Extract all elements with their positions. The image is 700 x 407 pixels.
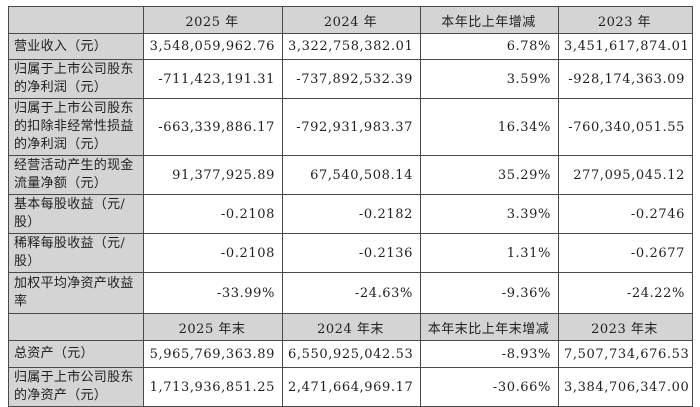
value-cell: 5,965,769,363.89 [143,340,283,368]
value-cell: 3,548,059,962.76 [143,33,283,60]
financial-summary-table: 2025 年 2024 年 本年比上年增减 2023 年 营业收入（元） 3,5… [8,6,693,407]
value-cell: 277,095,045.12 [558,155,693,195]
value-cell: -0.2182 [282,194,421,234]
value-cell: -760,340,051.55 [558,98,693,156]
row-label: 归属于上市公司股东的净利润（元） [8,59,144,99]
value-cell: -33.99% [143,272,283,314]
row-label: 稀释每股收益（元/股） [8,233,144,273]
value-cell: 91,377,925.89 [143,155,283,195]
value-cell: -0.2746 [558,194,693,234]
row-net-profit-excl-nonrecurring: 归属于上市公司股东的扣除非经常性损益的净利润（元） -663,339,886.1… [8,98,693,156]
row-label: 营业收入（元） [8,33,144,60]
value-cell: 2,471,664,969.17 [282,367,421,407]
value-cell: 1.31% [420,233,559,273]
value-cell: 6.78% [420,33,559,60]
value-cell: 35.29% [420,155,559,195]
value-cell: -24.63% [282,272,421,314]
column-header-2023: 2023 年 [558,6,693,34]
value-cell: -0.2136 [282,233,421,273]
value-cell: -928,174,363.09 [558,59,693,99]
value-cell: -737,892,532.39 [282,59,421,99]
corner-cell [8,313,144,341]
value-cell: -0.2108 [143,194,283,234]
value-cell: -711,423,191.31 [143,59,283,99]
row-diluted-eps: 稀释每股收益（元/股） -0.2108 -0.2136 1.31% -0.267… [8,233,693,273]
column-header-2024-end: 2024 年末 [282,313,421,341]
row-label: 加权平均净资产收益率 [8,272,144,314]
row-label: 归属于上市公司股东的净资产（元） [8,367,144,407]
row-weighted-avg-roe: 加权平均净资产收益率 -33.99% -24.63% -9.36% -24.22… [8,272,693,314]
value-cell: -8.93% [420,340,559,368]
value-cell: -30.66% [420,367,559,407]
value-cell: 67,540,508.14 [282,155,421,195]
value-cell: 3.59% [420,59,559,99]
column-header-yearend-change: 本年末比上年末增减 [420,313,559,341]
value-cell: -0.2108 [143,233,283,273]
row-net-profit-attributable: 归属于上市公司股东的净利润（元） -711,423,191.31 -737,89… [8,59,693,99]
value-cell: 1,713,936,851.25 [143,367,283,407]
value-cell: -9.36% [420,272,559,314]
row-label: 总资产（元） [8,340,144,368]
financial-summary: 2025 年 2024 年 本年比上年增减 2023 年 营业收入（元） 3,5… [8,6,693,407]
corner-cell [8,6,144,34]
row-basic-eps: 基本每股收益（元/股） -0.2108 -0.2182 3.39% -0.274… [8,194,693,234]
row-label: 经营活动产生的现金流量净额（元） [8,155,144,195]
value-cell: 3,384,706,347.00 [558,367,693,407]
column-header-2025: 2025 年 [143,6,283,34]
value-cell: 3,451,617,874.01 [558,33,693,60]
value-cell: -24.22% [558,272,693,314]
row-operating-cash-flow: 经营活动产生的现金流量净额（元） 91,377,925.89 67,540,50… [8,155,693,195]
value-cell: 3,322,758,382.01 [282,33,421,60]
value-cell: -0.2677 [558,233,693,273]
value-cell: -663,339,886.17 [143,98,283,156]
value-cell: 3.39% [420,194,559,234]
column-header-2023-end: 2023 年末 [558,313,693,341]
column-header-2024: 2024 年 [282,6,421,34]
row-net-assets-attributable: 归属于上市公司股东的净资产（元） 1,713,936,851.25 2,471,… [8,367,693,407]
value-cell: 7,507,734,676.53 [558,340,693,368]
row-label: 基本每股收益（元/股） [8,194,144,234]
row-total-assets: 总资产（元） 5,965,769,363.89 6,550,925,042.53… [8,340,693,368]
year-end-header-row: 2025 年末 2024 年末 本年末比上年末增减 2023 年末 [8,313,693,341]
column-header-yoy-change: 本年比上年增减 [420,6,559,34]
column-header-2025-end: 2025 年末 [143,313,283,341]
annual-header-row: 2025 年 2024 年 本年比上年增减 2023 年 [8,6,693,34]
row-operating-revenue: 营业收入（元） 3,548,059,962.76 3,322,758,382.0… [8,33,693,60]
value-cell: 16.34% [420,98,559,156]
value-cell: -792,931,983.37 [282,98,421,156]
row-label: 归属于上市公司股东的扣除非经常性损益的净利润（元） [8,98,144,156]
value-cell: 6,550,925,042.53 [282,340,421,368]
